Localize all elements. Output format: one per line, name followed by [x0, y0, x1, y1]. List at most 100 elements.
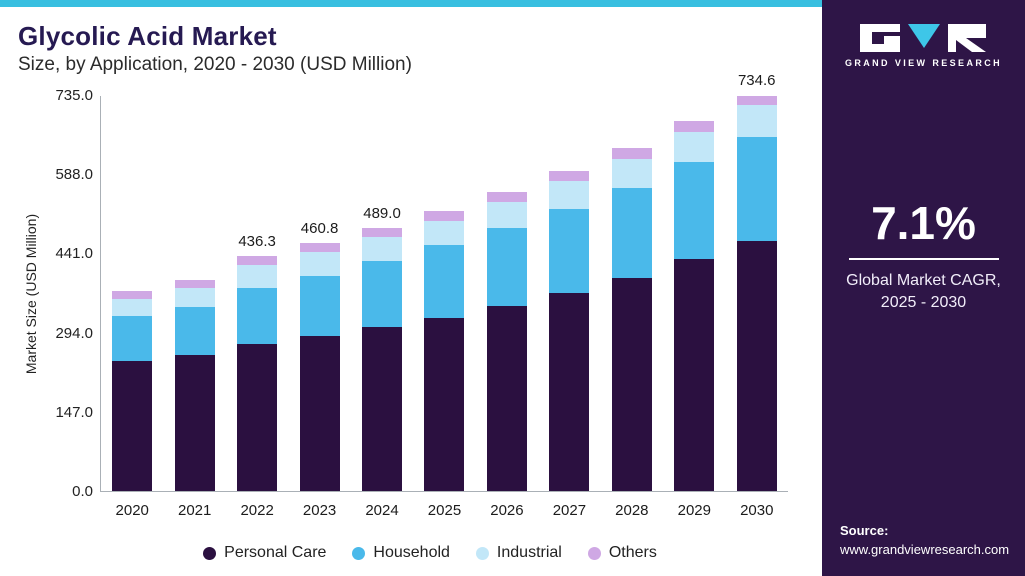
x-tick-label: 2022 — [240, 502, 274, 519]
chart-title: Glycolic Acid Market — [18, 21, 277, 51]
bar-total-label: 460.8 — [300, 219, 339, 237]
legend-dot-icon — [475, 546, 489, 560]
source-url[interactable]: www.grandviewresearch.com — [840, 542, 1010, 558]
bar-segment-others — [112, 291, 153, 299]
bar-segment-household — [112, 315, 153, 362]
y-tick-label: 147.0 — [55, 403, 93, 421]
bar-segment-household — [736, 137, 777, 242]
y-tick-label: 441.0 — [55, 245, 93, 263]
legend-label: Personal Care — [224, 544, 327, 561]
bar-total-label: 436.3 — [238, 232, 276, 250]
bar-2025: 2025 — [424, 96, 465, 519]
bar-segment-personal-care — [237, 344, 278, 491]
bar-2024: 489.0 2024 — [362, 96, 403, 519]
bar-segment-industrial — [674, 131, 715, 163]
y-axis-label: Market Size (USD Million) — [23, 213, 39, 375]
cagr-block: 7.1% Global Market CAGR, 2025 - 2030 — [840, 196, 1007, 313]
cagr-label-line1: Global Market CAGR, — [846, 272, 1001, 289]
y-tick-label: 294.0 — [55, 324, 93, 342]
bar-total-label: 489.0 — [363, 204, 401, 222]
bar-segment-others — [674, 120, 715, 132]
bar-2027: 2027 — [549, 96, 590, 519]
bar-segment-others — [362, 227, 403, 238]
x-tick-label: 2020 — [115, 502, 149, 519]
bar-segment-household — [362, 260, 403, 328]
x-tick-label: 2027 — [552, 502, 587, 519]
x-tick-label: 2021 — [177, 502, 212, 519]
legend-label: Household — [373, 544, 450, 561]
bar-segment-others — [486, 192, 527, 203]
bar-segment-others — [174, 280, 215, 289]
bar-segment-others — [424, 210, 465, 221]
bar-segment-industrial — [362, 237, 403, 261]
bar-segment-household — [549, 208, 590, 293]
legend: Personal Care Household Industrial Others — [60, 544, 800, 562]
legend-dot-icon — [587, 546, 601, 560]
bar-segment-industrial — [736, 105, 777, 138]
bar-segment-industrial — [486, 202, 527, 229]
bar-2028: 2028 — [611, 96, 652, 519]
bar-segment-industrial — [174, 288, 215, 307]
legend-label: Others — [608, 544, 657, 561]
x-tick-label: 2024 — [365, 502, 399, 519]
cagr-value: 7.1% — [848, 196, 999, 260]
bar-segment-personal-care — [112, 361, 153, 491]
bar-segment-personal-care — [362, 327, 403, 491]
bar-2023: 460.8 2023 — [299, 96, 340, 519]
legend-dot-icon — [352, 546, 366, 560]
bar-segment-household — [299, 275, 340, 337]
bar-segment-industrial — [549, 181, 590, 209]
legend-dot-icon — [203, 546, 217, 560]
bar-segment-industrial — [611, 159, 652, 189]
legend-item-industrial: Industrial — [475, 544, 562, 562]
chart-header: Glycolic Acid Market Size, by Applicatio… — [0, 7, 822, 76]
bar-2021: 2021 — [174, 96, 215, 519]
bar-segment-industrial — [424, 220, 465, 246]
x-tick-label: 2026 — [490, 502, 524, 519]
bar-total-label: 734.6 — [737, 72, 776, 90]
bar-segment-personal-care — [549, 292, 590, 491]
bar-segment-personal-care — [736, 241, 777, 491]
bar-segment-personal-care — [174, 355, 215, 491]
cagr-label-line2: 2025 - 2030 — [880, 293, 967, 311]
bar-segment-personal-care — [299, 336, 340, 491]
bar-segment-household — [611, 188, 652, 278]
legend-item-personal-care: Personal Care — [203, 544, 326, 562]
sidebar: GRAND VIEW RESEARCH 7.1% Global Market C… — [822, 0, 1025, 576]
source-label: Source: — [840, 523, 889, 539]
bar-segment-personal-care — [611, 277, 652, 491]
bar-segment-personal-care — [674, 259, 715, 491]
x-tick-label: 2028 — [615, 502, 649, 519]
x-tick-label: 2029 — [677, 502, 711, 519]
bar-segment-others — [611, 148, 652, 160]
brand-logo: GRAND VIEW RESEARCH — [840, 22, 1007, 68]
cagr-label: Global Market CAGR, 2025 - 2030 — [840, 270, 1007, 313]
bar-segment-others — [736, 96, 777, 106]
bar-2026: 2026 — [486, 96, 527, 519]
bar-segment-others — [299, 242, 340, 253]
y-tick-label: 0.0 — [72, 483, 93, 500]
legend-item-others: Others — [587, 544, 657, 562]
x-tick-label: 2025 — [427, 502, 462, 519]
bar-segment-household — [424, 245, 465, 318]
bar-segment-household — [486, 228, 527, 306]
x-tick-label: 2023 — [302, 502, 337, 519]
bar-segment-industrial — [237, 265, 278, 289]
source-block: Source: www.grandviewresearch.com — [840, 522, 1010, 560]
y-tick-label: 588.0 — [55, 166, 93, 184]
legend-item-household: Household — [352, 544, 450, 562]
bar-segment-industrial — [112, 298, 153, 316]
top-accent-bar — [0, 0, 822, 7]
bar-2029: 2029 — [674, 96, 715, 519]
bar-segment-household — [674, 162, 715, 260]
bar-segment-personal-care — [486, 305, 527, 491]
x-tick-label: 2030 — [740, 502, 774, 519]
bars-row: 2020 2021 436.3 2022 460.8 2023 489.0 2024 2025 2… — [101, 72, 788, 519]
chart-body: Market Size (USD Million) 2020 2021 436.3 2… — [18, 72, 788, 519]
bar-segment-others — [237, 255, 278, 266]
bar-segment-personal-care — [424, 317, 465, 491]
chart-subtitle: Size, by Application, 2020 - 2030 (USD M… — [18, 54, 412, 75]
plot-area: 2020 2021 436.3 2022 460.8 2023 489.0 2024 2025 2… — [55, 72, 788, 519]
bar-2020: 2020 — [112, 96, 153, 519]
